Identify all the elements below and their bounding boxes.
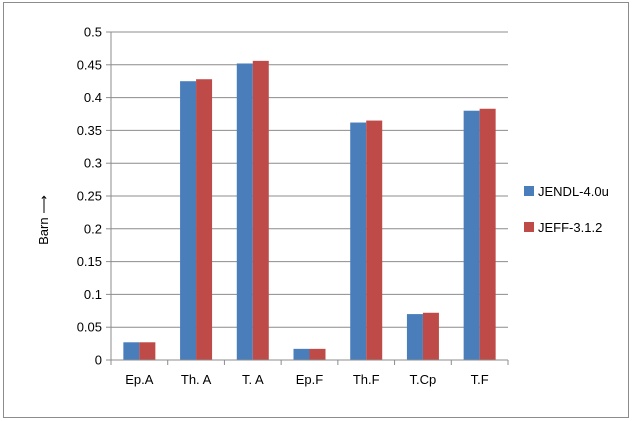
x-tick-label: T.F [471, 372, 489, 387]
x-tick-label: T.Cp [410, 372, 437, 387]
bar-jeff-2 [196, 79, 213, 361]
bar-jendl-1 [123, 342, 140, 360]
y-tick-label: 0.5 [84, 25, 102, 40]
bar-jendl-7 [463, 110, 480, 360]
legend-swatch [524, 222, 534, 232]
gridlines [111, 31, 508, 328]
legend-label: JENDL-4.0u [538, 184, 609, 199]
y-axis-title: Barn ⟶ [36, 195, 51, 245]
bar-jendl-2 [180, 81, 197, 360]
x-tick-label: T. A [242, 372, 264, 387]
chart-frame [3, 2, 629, 418]
legend-swatch [524, 186, 534, 196]
x-tick-label: Ep.A [125, 372, 154, 387]
x-tick-label: Th.F [353, 372, 380, 387]
y-tick-label: 0 [95, 353, 102, 368]
y-tick-label: 0.35 [77, 123, 102, 138]
bar-jendl-3 [236, 63, 253, 360]
bar-jeff-5 [366, 120, 383, 360]
axes [110, 32, 508, 361]
y-tick-label: 0.2 [84, 221, 102, 236]
legend-label: JEFF-3.1.2 [538, 220, 602, 235]
bar-jendl-5 [350, 122, 367, 360]
x-axis-ticks: Ep.A Th. A T. A Ep.F Th.F T.Cp T.F [110, 360, 509, 387]
bar-jendl-4 [293, 348, 310, 360]
bar-jendl-6 [406, 314, 423, 360]
bar-jeff-7 [479, 108, 496, 360]
bar-jeff-3 [252, 60, 269, 360]
y-tick-label: 0.45 [77, 57, 102, 72]
y-tick-label: 0.25 [77, 189, 102, 204]
x-tick-label: Ep.F [296, 372, 324, 387]
bar-jeff-1 [139, 342, 156, 360]
y-tick-label: 0.4 [84, 90, 102, 105]
bar-jeff-4 [309, 348, 326, 360]
y-tick-label: 0.3 [84, 156, 102, 171]
y-axis-ticks: 0 0.05 0.1 0.15 0.2 0.25 0.3 0.35 0.4 0.45 0.5 [77, 25, 111, 368]
legend: JENDL-4.0u JEFF-3.1.2 [524, 184, 609, 235]
y-tick-label: 0.05 [77, 320, 102, 335]
bars [123, 60, 496, 361]
y-tick-label: 0.1 [84, 287, 102, 302]
y-tick-label: 0.15 [77, 254, 102, 269]
bar-jeff-6 [422, 312, 439, 360]
x-tick-label: Th. A [181, 372, 212, 387]
